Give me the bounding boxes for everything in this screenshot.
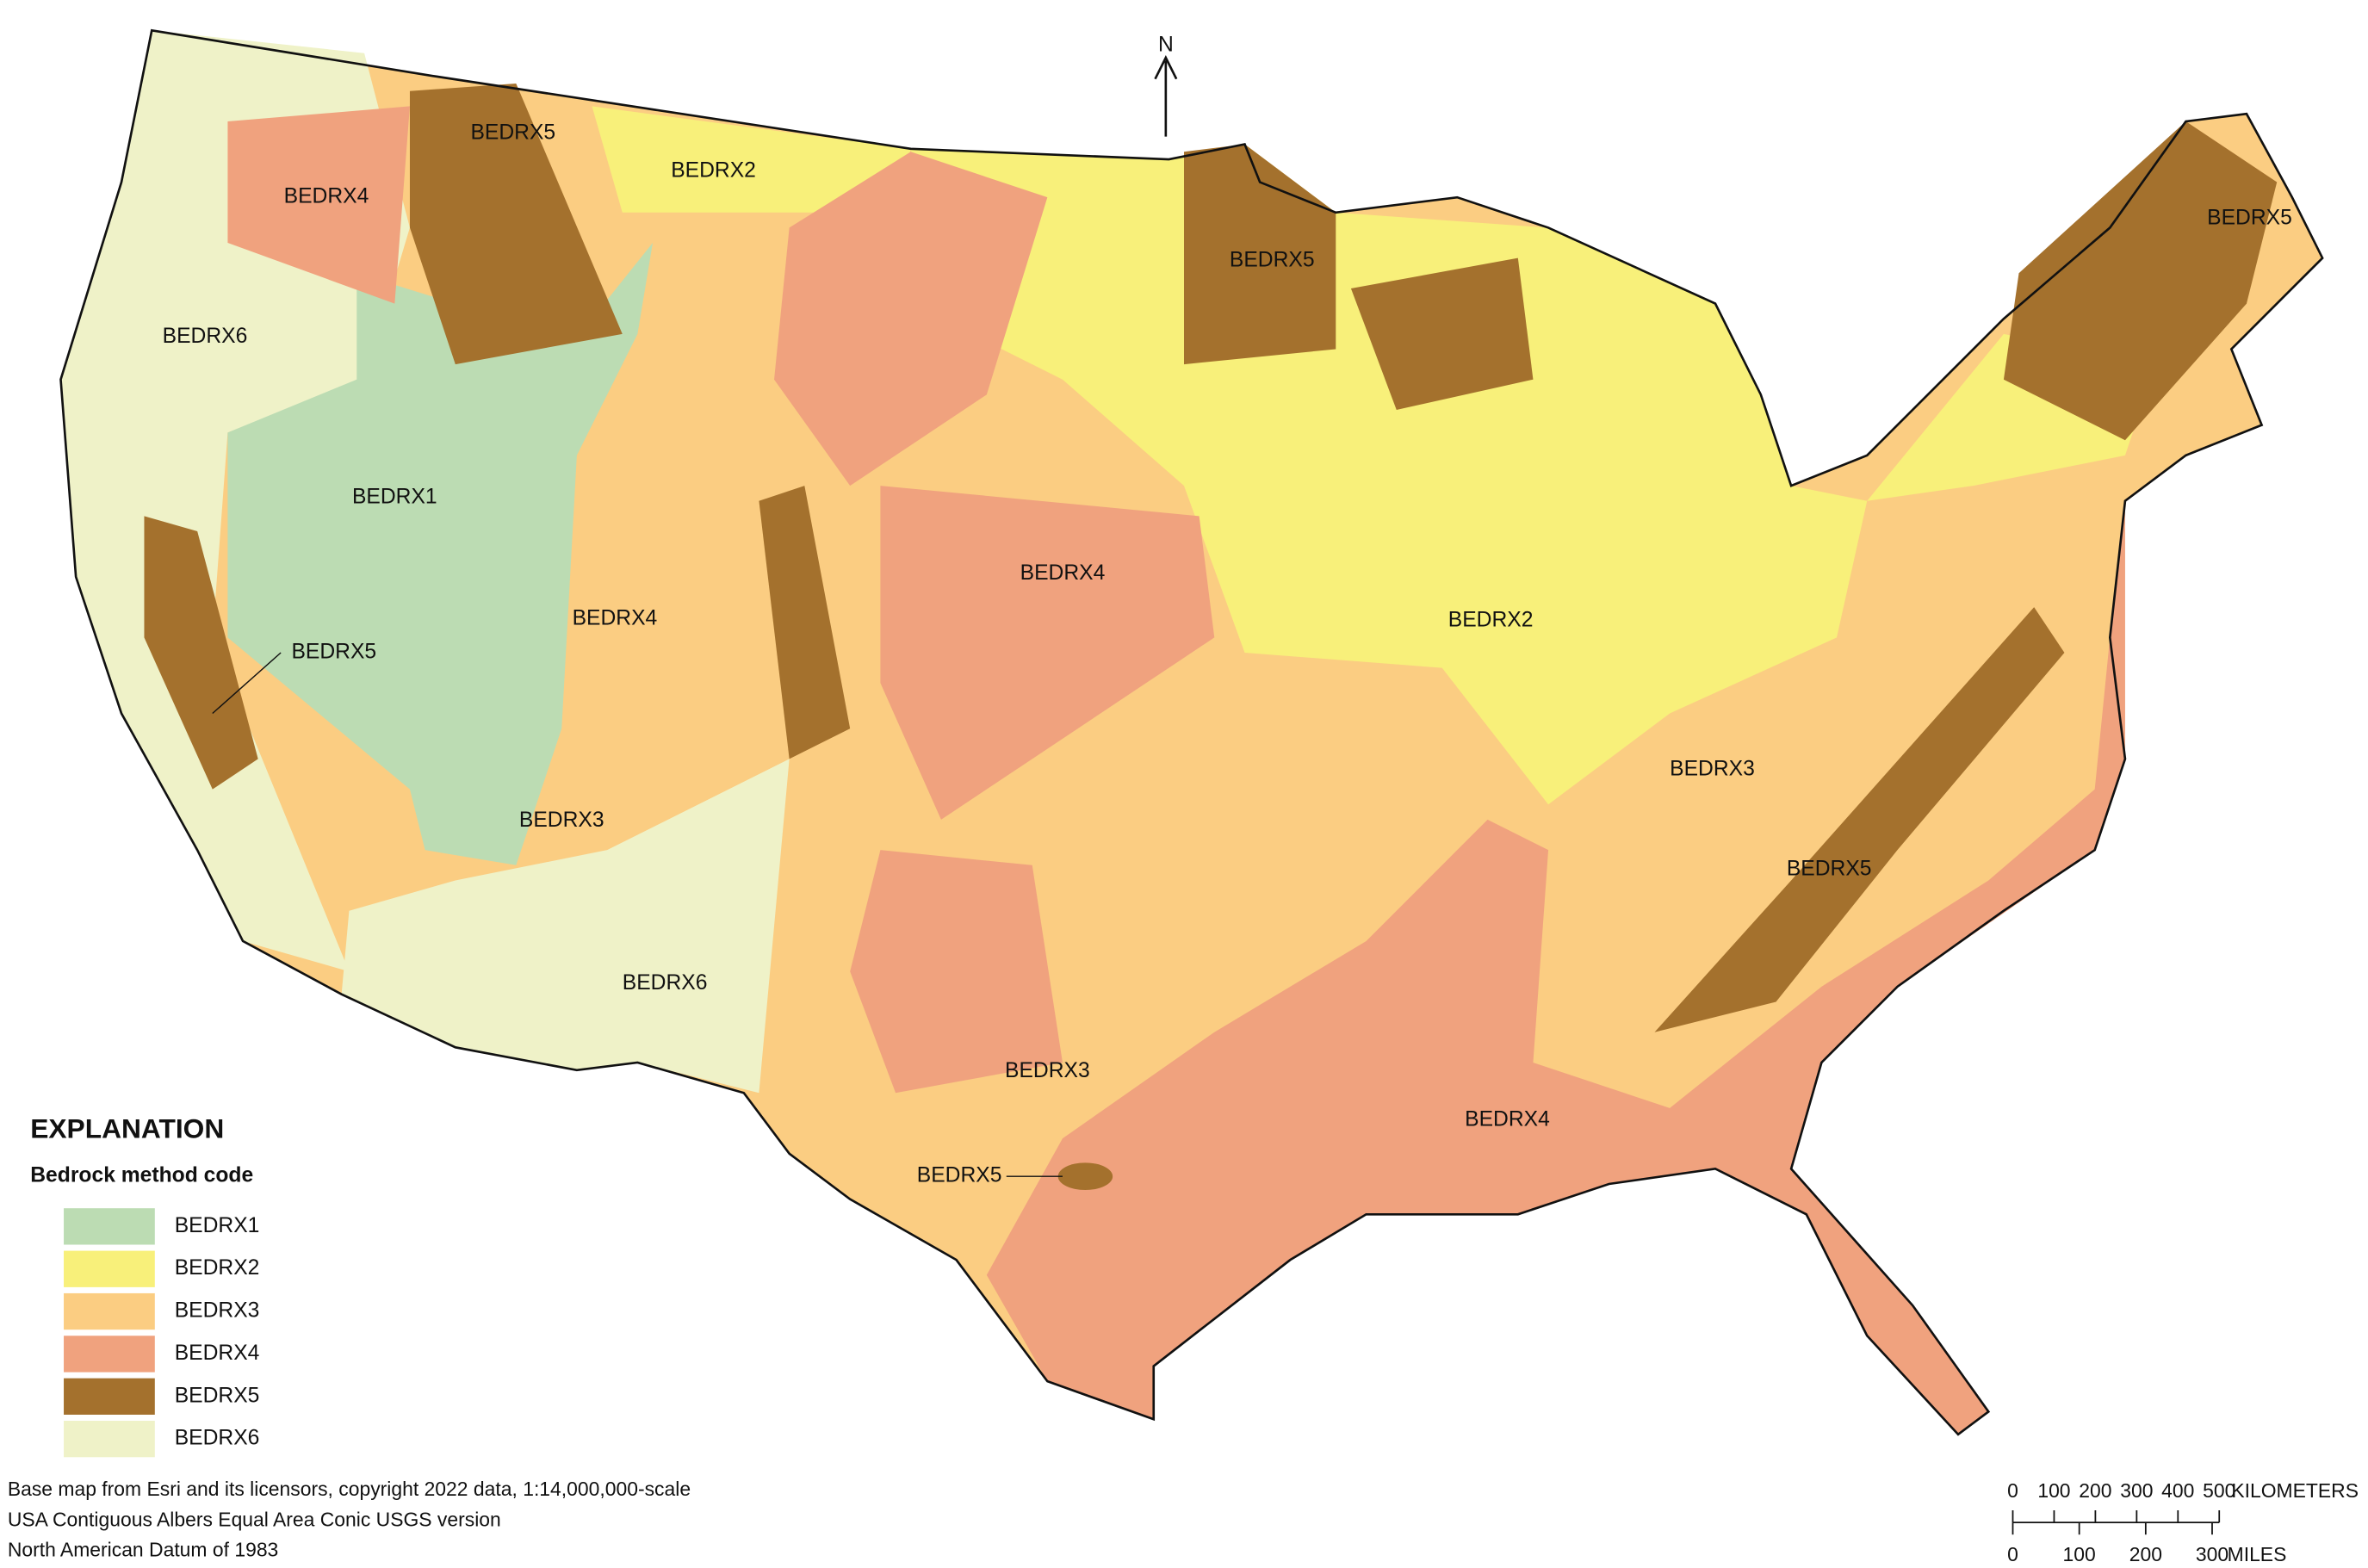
region [774,152,1048,487]
region [759,486,851,759]
legend-subtitle: Bedrock method code [30,1164,253,1187]
scale-label: 400 [2161,1479,2194,1502]
map-label: BEDRX6 [623,971,708,995]
legend-swatch [64,1421,155,1458]
credit-line: Base map from Esri and its licensors, co… [8,1478,691,1500]
scale-label: 300 [2120,1479,2153,1502]
north-label: N [1158,33,1174,56]
scale-label: 100 [2037,1479,2070,1502]
leader-line [212,652,282,715]
region [227,106,410,304]
legend-title: EXPLANATION [30,1113,224,1144]
map-label: BEDRX2 [671,159,756,183]
scale-unit: KILOMETERS [2231,1479,2359,1502]
credit-line: USA Contiguous Albers Equal Area Conic U… [8,1508,501,1530]
legend-swatch [64,1378,155,1415]
map-label: BEDRX4 [284,185,369,208]
credits: Base map from Esri and its licensors, co… [8,1478,691,1561]
region [986,500,2125,1435]
region [227,243,654,865]
map-label: BEDRX3 [1005,1059,1090,1082]
labels: BEDRX5 BEDRX2 BEDRX4 BEDRX6 BEDRX1 BEDRX4 BEDR… [163,121,2292,1187]
legend: BEDRX1 BEDRX2 BEDRX3 BEDRX4 BEDRX5 BEDRX6 [64,1208,260,1458]
scale-label: 200 [2129,1543,2162,1565]
map-label: BEDRX5 [917,1164,1002,1187]
region [1350,257,1534,410]
map-label: BEDRX1 [352,486,437,509]
region [880,486,1215,820]
scale-label: 500 [2203,1479,2235,1502]
region [592,106,911,213]
credit-line: North American Datum of 1983 [8,1539,278,1561]
map-label: BEDRX4 [573,607,658,630]
region [1654,607,2065,1032]
legend-label: BEDRX1 [175,1214,260,1237]
map-label: BEDRX4 [1020,561,1106,585]
region [850,850,1063,1094]
map-label: BEDRX5 [1230,249,1315,272]
map-label: BEDRX6 [163,325,248,348]
map-label: BEDRX5 [291,641,376,664]
legend-label: BEDRX3 [175,1299,260,1323]
map-label: BEDRX5 [2207,206,2292,229]
region [409,83,623,365]
legend-label: BEDRX2 [175,1256,260,1280]
region [910,144,1868,805]
legend-label: BEDRX6 [175,1427,260,1450]
map-label: BEDRX5 [470,121,555,145]
region [144,516,258,790]
scale-label: 300 [2196,1543,2229,1565]
us-outline [59,28,2324,1436]
legend-swatch [64,1292,155,1330]
region [2003,121,2278,441]
map-label: BEDRX2 [1448,609,1534,632]
map-label: BEDRX3 [519,809,604,832]
map-label: BEDRX4 [1465,1107,1550,1131]
regions [59,28,2324,1436]
map-label: BEDRX5 [1787,858,1872,881]
scale-unit: MILES [2228,1543,2287,1565]
legend-swatch [64,1336,155,1373]
legend-label: BEDRX5 [175,1384,260,1407]
map-label: BEDRX3 [1670,757,1755,780]
legend-swatch [64,1250,155,1287]
region [1184,144,1336,365]
region [341,759,790,1094]
legend-swatch [64,1208,155,1245]
region [1057,1162,1113,1191]
scale-label: 100 [2063,1543,2096,1565]
north-arrow-head [1154,55,1178,80]
scale-label: 0 [2007,1479,2018,1502]
scale-label: 0 [2007,1543,2018,1565]
legend-label: BEDRX4 [175,1342,260,1365]
scale-label: 200 [2079,1479,2111,1502]
